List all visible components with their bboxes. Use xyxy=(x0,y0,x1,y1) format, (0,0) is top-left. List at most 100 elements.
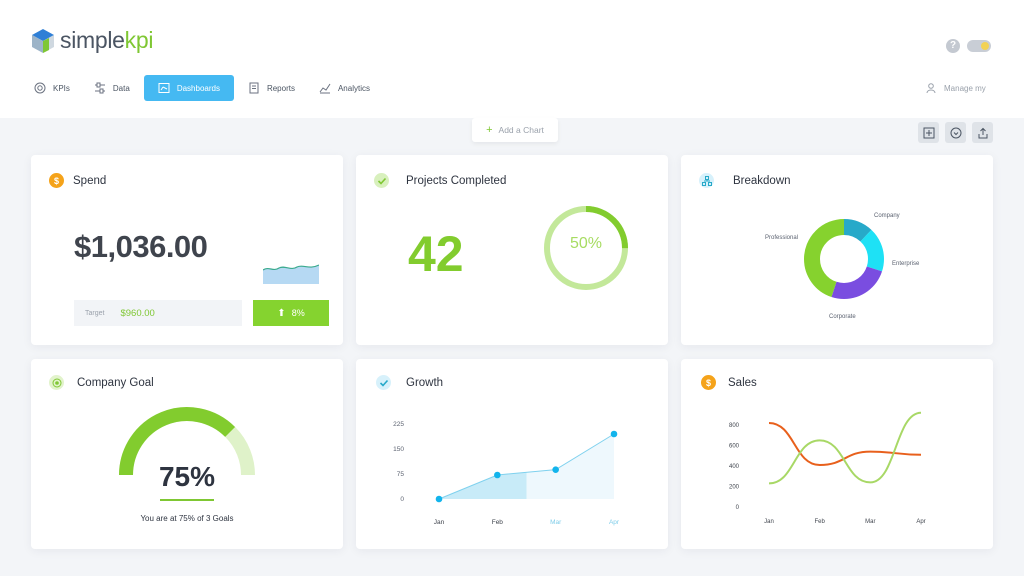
manage-label: Manage my xyxy=(944,83,986,93)
change-value: 8% xyxy=(291,308,305,318)
donut-slice-corporate[interactable] xyxy=(804,219,884,299)
add-chart-label: Add a Chart xyxy=(498,125,544,135)
check-icon xyxy=(374,173,389,188)
pie-label-enterprise: Enterprise xyxy=(892,261,920,267)
nav-label: Reports xyxy=(266,83,295,93)
x-tick-label: Apr xyxy=(916,519,925,525)
plus-icon: + xyxy=(486,124,493,136)
growth-point[interactable] xyxy=(610,430,618,438)
sales-card[interactable]: $ Sales 800 600 400 200 0 Jan Feb Mar Apr xyxy=(681,359,993,549)
dollar-icon: $ xyxy=(49,173,64,188)
y-tick-label: 200 xyxy=(729,485,740,491)
breakdown-card[interactable]: Breakdown Company Enterprise Corporate P… xyxy=(681,155,993,345)
growth-line xyxy=(438,433,615,500)
nav-item-dashboards[interactable]: Dashboards xyxy=(143,75,234,101)
growth-point[interactable] xyxy=(435,495,443,503)
spend-value: $1,036.00 xyxy=(74,229,208,264)
card-title: Projects Completed xyxy=(406,175,507,187)
pie-label-corporate: Corporate xyxy=(829,314,856,320)
projects-value: 42 xyxy=(408,226,464,282)
target-icon xyxy=(49,375,64,390)
dashboard-icon xyxy=(158,83,170,93)
ring-percent: 50% xyxy=(569,235,603,252)
nav-item-reports[interactable]: Reports xyxy=(238,75,305,101)
sales-chart: 800 600 400 200 0 Jan Feb Mar Apr xyxy=(729,411,926,525)
pie-label-company: Company xyxy=(874,213,900,219)
org-chart-icon xyxy=(699,173,714,188)
y-tick-label: 0 xyxy=(736,505,740,511)
donut-slice-professional[interactable] xyxy=(804,219,884,299)
target-label: Target xyxy=(85,309,105,317)
share-button[interactable] xyxy=(972,122,993,143)
progress-ring xyxy=(544,206,628,290)
manage-menu[interactable]: Manage my xyxy=(926,82,986,94)
y-tick-label: 400 xyxy=(729,464,740,470)
check-icon xyxy=(376,375,391,390)
x-tick-label: Feb xyxy=(814,519,825,525)
card-title: Breakdown xyxy=(733,175,791,187)
card-title: Spend xyxy=(73,175,107,187)
sales-series-1 xyxy=(768,411,922,485)
help-icon[interactable]: ? xyxy=(946,39,960,53)
spend-sparkline xyxy=(263,264,319,284)
growth-chart: 225 150 75 0 Jan Feb Mar Apr xyxy=(393,421,620,526)
nav-label: Dashboards xyxy=(176,83,220,93)
goal-caption: You are at 75% of 3 Goals xyxy=(140,514,234,523)
projects-card[interactable]: Projects Completed 42 50% xyxy=(356,155,668,345)
card-title: Sales xyxy=(728,377,757,389)
nav-label: KPIs xyxy=(53,83,70,93)
arrow-up-icon: ⬆ xyxy=(277,307,286,319)
change-badge: ⬆ 8% xyxy=(253,300,329,326)
sliders-icon xyxy=(94,82,105,94)
add-widget-button[interactable] xyxy=(918,122,939,143)
card-title: Company Goal xyxy=(77,377,154,389)
target-value: $960.00 xyxy=(120,307,155,319)
target-icon xyxy=(34,82,46,94)
donut-slice-enterprise[interactable] xyxy=(804,219,884,299)
nav-label: Data xyxy=(112,83,130,93)
theme-toggle[interactable] xyxy=(967,40,991,52)
spend-card[interactable]: $ Spend $1,036.00 Target $960.00 ⬆ 8% xyxy=(31,155,343,345)
x-tick-label: Feb xyxy=(492,519,504,526)
growth-point[interactable] xyxy=(552,466,559,473)
users-icon xyxy=(926,83,936,94)
y-tick-label: 800 xyxy=(729,423,740,429)
add-box-icon xyxy=(923,127,934,138)
x-tick-label: Apr xyxy=(609,519,620,526)
y-tick-label: 225 xyxy=(393,421,404,428)
nav-item-data[interactable]: Data xyxy=(84,75,140,101)
x-tick-label: Jan xyxy=(764,519,774,525)
analytics-icon xyxy=(319,83,331,94)
document-icon xyxy=(249,82,259,94)
breakdown-donut xyxy=(804,219,884,299)
card-title: Growth xyxy=(406,377,444,389)
pie-label-professional: Professional xyxy=(765,235,799,241)
growth-card[interactable]: Growth 225 150 75 0 Jan Feb Mar Apr xyxy=(356,359,668,549)
growth-point[interactable] xyxy=(494,471,501,479)
logo[interactable]: simplekpi xyxy=(31,27,153,54)
goal-gauge xyxy=(119,407,255,476)
upload-icon xyxy=(978,127,987,138)
goal-card[interactable]: Company Goal 75% You are at 75% of 3 Goa… xyxy=(31,359,343,549)
nav-item-analytics[interactable]: Analytics xyxy=(309,75,380,101)
target-box: Target $960.00 xyxy=(74,300,242,326)
x-tick-label: Jan xyxy=(434,519,445,526)
x-tick-label: Mar xyxy=(550,519,562,526)
top-bar: simplekpi ? KPIs Data Dashboards Reports… xyxy=(0,0,1024,118)
sales-series-0 xyxy=(768,421,922,466)
y-tick-label: 150 xyxy=(393,446,404,453)
nav-label: Analytics xyxy=(337,83,370,93)
download-icon xyxy=(950,127,961,138)
growth-area-dark xyxy=(439,472,527,499)
goal-percent: 75% xyxy=(158,461,216,492)
dollar-icon: $ xyxy=(701,375,716,390)
add-chart-button[interactable]: + Add a Chart xyxy=(472,118,558,142)
nav-item-kpis[interactable]: KPIs xyxy=(24,75,80,101)
logo-text: simplekpi xyxy=(60,27,154,53)
logo-icon xyxy=(32,28,54,53)
y-tick-label: 75 xyxy=(397,471,405,478)
x-tick-label: Mar xyxy=(865,519,875,525)
goal-underline xyxy=(160,499,214,501)
y-tick-label: 0 xyxy=(400,496,404,503)
download-button[interactable] xyxy=(945,122,966,143)
